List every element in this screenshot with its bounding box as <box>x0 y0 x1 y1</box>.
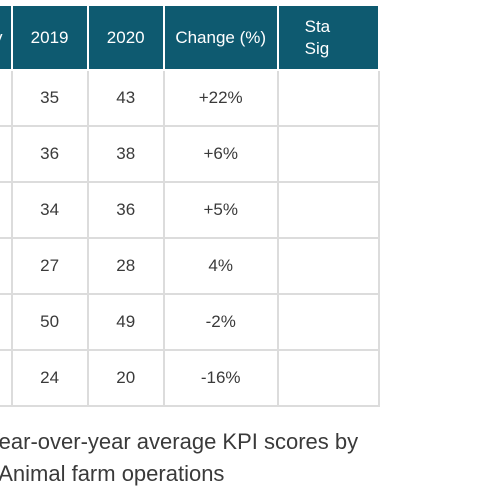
row-label-cell <box>0 182 13 239</box>
caption-line-1: Year-over-year average KPI scores by <box>0 429 359 454</box>
cell-2019: 34 <box>11 182 89 239</box>
cell-significance <box>277 350 381 407</box>
row-label-cell <box>0 70 13 127</box>
header-significance-line2: Sig <box>304 38 330 58</box>
kpi-table: y 2019 2020 Change (%) Sta Sig 35 43 +22… <box>0 6 381 407</box>
cell-2020: 43 <box>87 70 165 127</box>
table-row: 24 20 -16% <box>0 350 381 407</box>
table-caption: Year-over-year average KPI scores by - A… <box>0 426 358 490</box>
cell-2020: 38 <box>87 126 165 183</box>
caption-line-2: - Animal farm operations <box>0 461 225 486</box>
cell-change: -2% <box>163 294 279 351</box>
cell-change: 4% <box>163 238 279 295</box>
cell-2019: 36 <box>11 126 89 183</box>
cell-significance <box>277 70 381 127</box>
cell-significance <box>277 126 381 183</box>
table-row: 35 43 +22% <box>0 70 381 127</box>
cell-significance <box>277 294 381 351</box>
table-row: 50 49 -2% <box>0 294 381 351</box>
row-label-cell <box>0 350 13 407</box>
cell-significance <box>277 238 381 295</box>
header-2020: 2020 <box>87 6 165 71</box>
cell-2020: 36 <box>87 182 165 239</box>
table-row: 36 38 +6% <box>0 126 381 183</box>
cell-change: +6% <box>163 126 279 183</box>
cell-change: -16% <box>163 350 279 407</box>
cell-significance <box>277 182 381 239</box>
cell-2019: 35 <box>11 70 89 127</box>
header-significance: Sta Sig <box>277 6 381 71</box>
table-row: 34 36 +5% <box>0 182 381 239</box>
cell-2019: 27 <box>11 238 89 295</box>
cell-change: +5% <box>163 182 279 239</box>
cell-change: +22% <box>163 70 279 127</box>
table-row: 27 28 4% <box>0 238 381 295</box>
cell-2019: 24 <box>11 350 89 407</box>
header-2019: 2019 <box>11 6 89 71</box>
header-significance-line1: Sta <box>304 16 331 36</box>
row-label-cell <box>0 294 13 351</box>
cell-2020: 28 <box>87 238 165 295</box>
header-label: y <box>0 6 13 71</box>
cell-2020: 49 <box>87 294 165 351</box>
cell-2020: 20 <box>87 350 165 407</box>
table-header-row: y 2019 2020 Change (%) Sta Sig <box>0 6 381 71</box>
cell-2019: 50 <box>11 294 89 351</box>
row-label-cell <box>0 238 13 295</box>
header-change: Change (%) <box>163 6 279 71</box>
row-label-cell <box>0 126 13 183</box>
